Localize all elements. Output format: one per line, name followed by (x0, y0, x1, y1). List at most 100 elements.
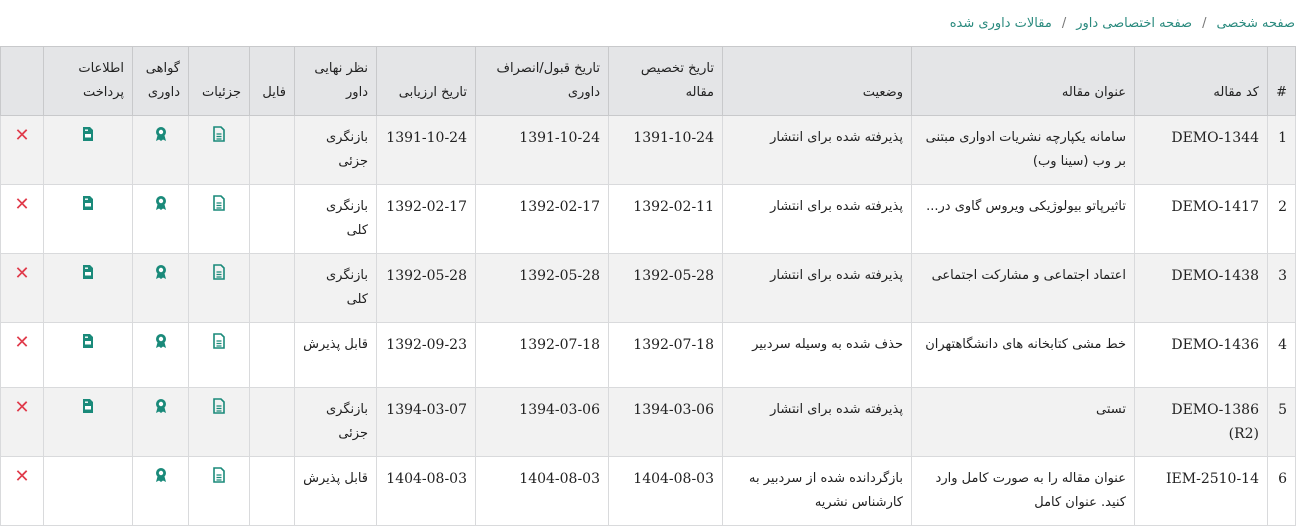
document-icon (213, 333, 225, 349)
row-number: 6 (1267, 456, 1296, 526)
status: بازگردانده شده از سردبیر به کارشناس نشری… (722, 456, 912, 526)
article-code: 1438-DEMO (1134, 253, 1268, 323)
breadcrumb-home[interactable]: صفحه شخصی (1216, 16, 1295, 31)
assign-date: 1391-10-24 (608, 115, 723, 185)
column-header: تاریخ تخصیص مقاله (608, 46, 723, 116)
file-cell (249, 456, 295, 526)
certificate-button[interactable] (132, 387, 189, 457)
file-cell (249, 253, 295, 323)
status: پذیرفته شده برای انتشار (722, 115, 912, 185)
payment-info-button[interactable] (43, 253, 133, 323)
certificate-button[interactable] (132, 322, 189, 388)
details-button[interactable] (188, 115, 250, 185)
close-icon[interactable]: ✕ (14, 125, 30, 146)
accept-date: 1392-07-18 (475, 322, 609, 388)
breadcrumb-separator: / (1061, 16, 1067, 31)
delete-button[interactable]: ✕ (0, 253, 44, 323)
status: پذیرفته شده برای انتشار (722, 387, 912, 457)
delete-button[interactable]: ✕ (0, 184, 44, 254)
status: حذف شده به وسیله سردبیر (722, 322, 912, 388)
certificate-button[interactable] (132, 253, 189, 323)
column-header (0, 46, 44, 116)
assign-date: 1394-03-06 (608, 387, 723, 457)
article-title-link[interactable]: سامانه یکپارچه نشریات ادواری مبتنی بر وب… (925, 130, 1126, 169)
column-header: وضعیت (722, 46, 912, 116)
column-header: کد مقاله (1134, 46, 1268, 116)
close-icon[interactable]: ✕ (14, 263, 30, 284)
evaluation-date: 1394-03-07 (376, 387, 476, 457)
file-invoice-icon (83, 265, 93, 279)
evaluation-date: 1392-09-23 (376, 322, 476, 388)
article-title-link[interactable]: تستی (1096, 402, 1126, 417)
close-icon[interactable]: ✕ (14, 332, 30, 353)
article-title-link[interactable]: تاثیرپاتو بیولوژیکی ویروس گاوی در... (926, 199, 1126, 214)
payment-info-button (43, 456, 133, 526)
file-cell (249, 184, 295, 254)
assign-date: 1392-07-18 (608, 322, 723, 388)
evaluation-date: 1404-08-03 (376, 456, 476, 526)
article-title-cell: تاثیرپاتو بیولوژیکی ویروس گاوی در... (911, 184, 1135, 254)
article-title-cell: اعتماد اجتماعی و مشارکت اجتماعی (911, 253, 1135, 323)
column-header: گواهی داوری (132, 46, 189, 116)
payment-info-button[interactable] (43, 115, 133, 185)
details-button[interactable] (188, 322, 250, 388)
article-code: IEM-2510-14 (1134, 456, 1268, 526)
certificate-button[interactable] (132, 456, 189, 526)
row-number: 5 (1267, 387, 1296, 457)
breadcrumb: صفحه شخصی / صفحه اختصاصی داور / مقالات داوری… (950, 16, 1295, 31)
row-number: 1 (1267, 115, 1296, 185)
close-icon[interactable]: ✕ (14, 466, 30, 487)
accept-date: 1391-10-24 (475, 115, 609, 185)
assign-date: 1392-02-11 (608, 184, 723, 254)
document-icon (213, 195, 225, 211)
evaluation-date: 1391-10-24 (376, 115, 476, 185)
breadcrumb-reviewer[interactable]: صفحه اختصاصی داور (1076, 16, 1193, 31)
award-icon (155, 196, 166, 210)
accept-date: 1392-05-28 (475, 253, 609, 323)
file-invoice-icon (83, 127, 93, 141)
status: پذیرفته شده برای انتشار (722, 184, 912, 254)
payment-info-button[interactable] (43, 322, 133, 388)
accept-date: 1392-02-17 (475, 184, 609, 254)
delete-button[interactable]: ✕ (0, 456, 44, 526)
payment-info-button[interactable] (43, 387, 133, 457)
column-header: # (1267, 46, 1296, 116)
evaluation-date: 1392-02-17 (376, 184, 476, 254)
row-number: 4 (1267, 322, 1296, 388)
award-icon (155, 265, 166, 279)
table-row: 4 1436-DEMO خط مشی کتابخانه های دانشگاهتهر… (0, 322, 1296, 388)
delete-button[interactable]: ✕ (0, 387, 44, 457)
article-code: 1386-DEMO (R2) (1134, 387, 1268, 457)
close-icon[interactable]: ✕ (14, 194, 30, 215)
column-header: اطلاعات پرداخت (43, 46, 133, 116)
final-opinion: بازنگری جزئی (294, 115, 377, 185)
details-button[interactable] (188, 253, 250, 323)
file-invoice-icon (83, 196, 93, 210)
details-button[interactable] (188, 456, 250, 526)
table-row: 5 1386-DEMO (R2) تستی پذیرفته شده برای انتش… (0, 387, 1296, 457)
award-icon (155, 127, 166, 141)
delete-button[interactable]: ✕ (0, 115, 44, 185)
table-row: 3 1438-DEMO اعتماد اجتماعی و مشارکت اجتماع… (0, 253, 1296, 323)
file-invoice-icon (83, 334, 93, 348)
final-opinion: قابل پذیرش (294, 322, 377, 388)
certificate-button[interactable] (132, 184, 189, 254)
close-icon[interactable]: ✕ (14, 397, 30, 418)
column-header: فایل (249, 46, 295, 116)
article-code: 1436-DEMO (1134, 322, 1268, 388)
column-header: جزئیات (188, 46, 250, 116)
details-button[interactable] (188, 387, 250, 457)
certificate-button[interactable] (132, 115, 189, 185)
document-icon (213, 126, 225, 142)
final-opinion: بازنگری کلی (294, 253, 377, 323)
column-header: نظر نهایی داور (294, 46, 377, 116)
article-title-link[interactable]: خط مشی کتابخانه های دانشگاهتهران (925, 337, 1126, 352)
award-icon (155, 334, 166, 348)
article-title-link[interactable]: عنوان مقاله را به صورت کامل وارد کنید. ع… (935, 471, 1126, 510)
final-opinion: بازنگری کلی (294, 184, 377, 254)
article-title-link[interactable]: اعتماد اجتماعی و مشارکت اجتماعی (931, 268, 1126, 283)
delete-button[interactable]: ✕ (0, 322, 44, 388)
article-title-cell: تستی (911, 387, 1135, 457)
payment-info-button[interactable] (43, 184, 133, 254)
details-button[interactable] (188, 184, 250, 254)
